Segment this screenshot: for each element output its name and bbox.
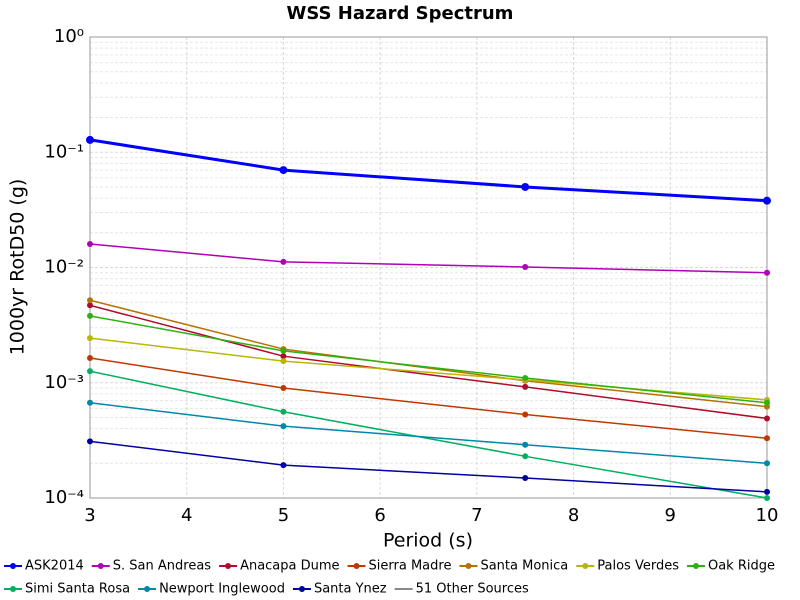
data-point: [87, 335, 93, 342]
legend-label: 51 Other Sources: [416, 582, 529, 597]
data-point: [522, 453, 529, 460]
data-point: [86, 135, 94, 144]
data-point: [280, 423, 287, 430]
legend-marker: [692, 563, 699, 569]
data-point: [764, 435, 770, 442]
data-point: [522, 383, 529, 390]
data-point: [87, 368, 93, 375]
legend-marker: [144, 586, 151, 592]
legend-marker: [225, 563, 232, 569]
x-tick-label: 10: [756, 505, 779, 526]
x-tick-label: 7: [471, 505, 482, 526]
data-point: [87, 354, 93, 361]
data-point: [522, 374, 529, 381]
y-tick-label: 10⁰: [54, 26, 84, 47]
x-tick-label: 8: [568, 505, 579, 526]
series-line: [90, 299, 767, 408]
data-point: [764, 269, 770, 276]
legend-label: Sierra Madre: [369, 559, 452, 574]
legend-label: Simi Santa Rosa: [25, 582, 130, 597]
y-axis-label: 1000yr RotD50 (g): [7, 179, 29, 356]
y-tick-label: 10⁻²: [44, 257, 84, 278]
legend-marker: [298, 586, 305, 592]
legend-marker: [10, 586, 16, 592]
data-point: [522, 441, 529, 448]
legend-label: ASK2014: [25, 559, 84, 574]
series-line: [90, 304, 767, 420]
legend-marker: [465, 563, 472, 569]
data-point: [87, 312, 93, 319]
series-line: [90, 315, 767, 404]
y-tick-label: 10⁻³: [44, 372, 84, 393]
legend-label: Anacapa Dume: [240, 559, 339, 574]
x-tick-label: 4: [181, 505, 192, 526]
legend-label: Oak Ridge: [708, 559, 775, 574]
data-point: [279, 166, 288, 175]
series-line: [90, 337, 767, 401]
x-tick-label: 3: [84, 505, 95, 526]
data-point: [87, 240, 93, 247]
data-point: [280, 385, 287, 392]
data-point: [280, 358, 287, 365]
series-line: [90, 440, 767, 493]
data-point: [280, 462, 287, 469]
data-point: [764, 415, 770, 422]
y-tick-label: 10⁻⁴: [44, 487, 84, 508]
data-point: [522, 475, 529, 482]
data-point: [764, 488, 770, 495]
x-tick-label: 6: [374, 505, 385, 526]
series-line: [90, 138, 767, 203]
legend-marker: [582, 563, 589, 569]
series-line: [90, 357, 767, 439]
data-point: [522, 411, 529, 418]
chart-title: WSS Hazard Spectrum: [287, 3, 514, 24]
data-point: [280, 353, 287, 360]
data-point: [521, 182, 530, 191]
data-point: [87, 297, 93, 304]
y-tick-label: 10⁻¹: [44, 141, 84, 162]
x-tick-label: 5: [278, 505, 289, 526]
legend-label: Santa Ynez: [314, 582, 387, 597]
x-axis-label: Period (s): [383, 530, 473, 552]
series-line: [90, 402, 767, 465]
data-point: [280, 408, 287, 415]
legend-marker: [97, 563, 104, 569]
data-point: [280, 347, 287, 354]
data-point: [522, 264, 529, 271]
plot-area: [89, 36, 768, 499]
x-tick-label: 9: [665, 505, 676, 526]
data-point: [764, 495, 770, 501]
data-point: [764, 399, 770, 406]
data-point: [764, 460, 770, 467]
series-line: [90, 370, 767, 498]
legend-label: Palos Verdes: [597, 559, 679, 574]
legend-label: Santa Monica: [480, 559, 568, 574]
legend-marker: [353, 563, 360, 569]
data-point: [87, 399, 93, 406]
data-point: [87, 438, 93, 445]
data-point: [763, 196, 771, 205]
legend-label: S. San Andreas: [113, 559, 212, 574]
legend-marker: [10, 563, 16, 569]
series-line: [90, 243, 767, 274]
data-point: [280, 258, 287, 265]
legend-label: Newport Inglewood: [159, 582, 285, 597]
data-point: [87, 302, 93, 309]
